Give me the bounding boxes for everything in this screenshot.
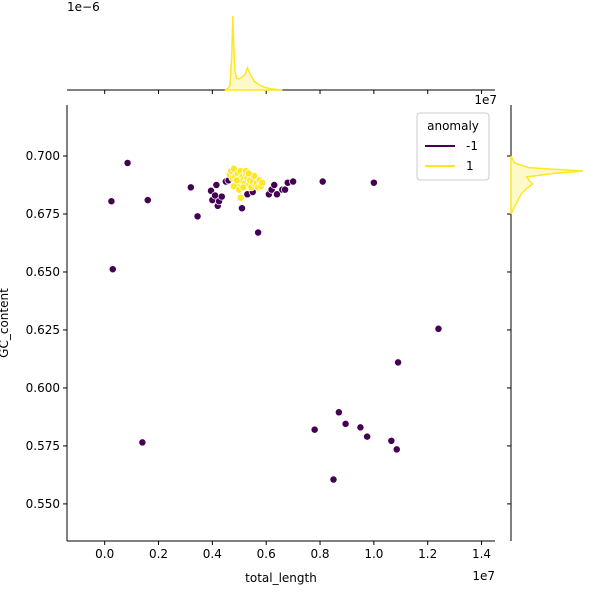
y-tick-label: 0.575	[26, 439, 60, 453]
scatter-point-minus-1	[107, 197, 116, 206]
x-tick-label: 0.0	[95, 547, 114, 561]
scatter-point-1	[244, 169, 253, 178]
scatter-point-minus-1	[363, 432, 372, 441]
scatter-point-1	[232, 176, 241, 185]
y-tick-label: 0.625	[26, 323, 60, 337]
scatter-point-1	[258, 178, 267, 187]
series-1-points	[225, 164, 267, 202]
scatter-point-minus-1	[434, 324, 443, 333]
scatter-point-minus-1	[108, 265, 117, 274]
x-tick-label: 0.6	[257, 547, 276, 561]
right-marginal-offset-label: 1e7	[474, 93, 497, 107]
scatter-point-minus-1	[341, 419, 350, 428]
scatter-point-minus-1	[254, 228, 263, 237]
x-tick-label: 0.8	[310, 547, 329, 561]
x-axis-ticks: 0.0 0.2 0.4 0.6 0.8 1.0 1.2 1.4	[95, 541, 491, 561]
x-tick-label: 1.4	[472, 547, 491, 561]
scatter-point-minus-1	[217, 192, 226, 201]
y-axis-ticks: 0.550 0.575 0.600 0.625 0.650 0.675 0.700	[26, 149, 67, 511]
scatter-point-minus-1	[193, 212, 202, 221]
y-axis-label: GC_content	[0, 288, 11, 358]
scatter-point-minus-1	[392, 445, 401, 454]
x-tick-label: 0.4	[203, 547, 222, 561]
scatter-point-minus-1	[394, 358, 403, 367]
top-marginal-offset-label: 1e−6	[67, 0, 100, 14]
x-axis-label: total_length	[245, 571, 317, 585]
scatter-point-minus-1	[143, 196, 152, 205]
scatter-point-minus-1	[369, 178, 378, 187]
series-minus-1-points	[107, 159, 443, 484]
scatter-point-minus-1	[212, 181, 221, 189]
right-marginal-plot: 1e7	[474, 93, 584, 541]
y-tick-label: 0.550	[26, 497, 60, 511]
scatter-point-minus-1	[387, 436, 396, 445]
scatter-point-minus-1	[310, 425, 319, 434]
y-tick-label: 0.700	[26, 149, 60, 163]
top-marginal-plot: 1e−6	[67, 0, 495, 94]
scatter-point-minus-1	[356, 423, 365, 432]
right-marginal-kde	[510, 155, 584, 215]
legend: anomaly -1 1	[416, 112, 490, 181]
y-tick-label: 0.650	[26, 265, 60, 279]
top-marginal-ticks	[104, 90, 483, 94]
scatter-point-1	[239, 183, 248, 192]
top-marginal-kde	[223, 15, 283, 91]
scatter-point-minus-1	[238, 204, 246, 213]
legend-label-1: 1	[466, 159, 474, 173]
y-tick-label: 0.675	[26, 207, 60, 221]
scatter-point-minus-1	[318, 177, 327, 186]
scatter-point-minus-1	[334, 408, 343, 417]
scatter-point-minus-1	[123, 159, 132, 167]
legend-label-minus-1: -1	[466, 139, 478, 153]
scatter-point-minus-1	[270, 181, 279, 189]
scatter-point-minus-1	[281, 185, 289, 194]
legend-title: anomaly	[427, 119, 479, 133]
x-tick-label: 0.2	[149, 547, 168, 561]
scatter-point-1	[236, 193, 245, 202]
y-tick-label: 0.600	[26, 381, 60, 395]
x-tick-label: 1.0	[364, 547, 383, 561]
scatter-point-minus-1	[138, 438, 147, 447]
scatter-point-minus-1	[186, 183, 195, 192]
x-offset-label: 1e7	[472, 569, 495, 583]
scatter-point-minus-1	[289, 177, 298, 186]
x-tick-label: 1.2	[418, 547, 437, 561]
scatter-point-minus-1	[273, 190, 281, 199]
scatter-point-minus-1	[329, 475, 338, 484]
